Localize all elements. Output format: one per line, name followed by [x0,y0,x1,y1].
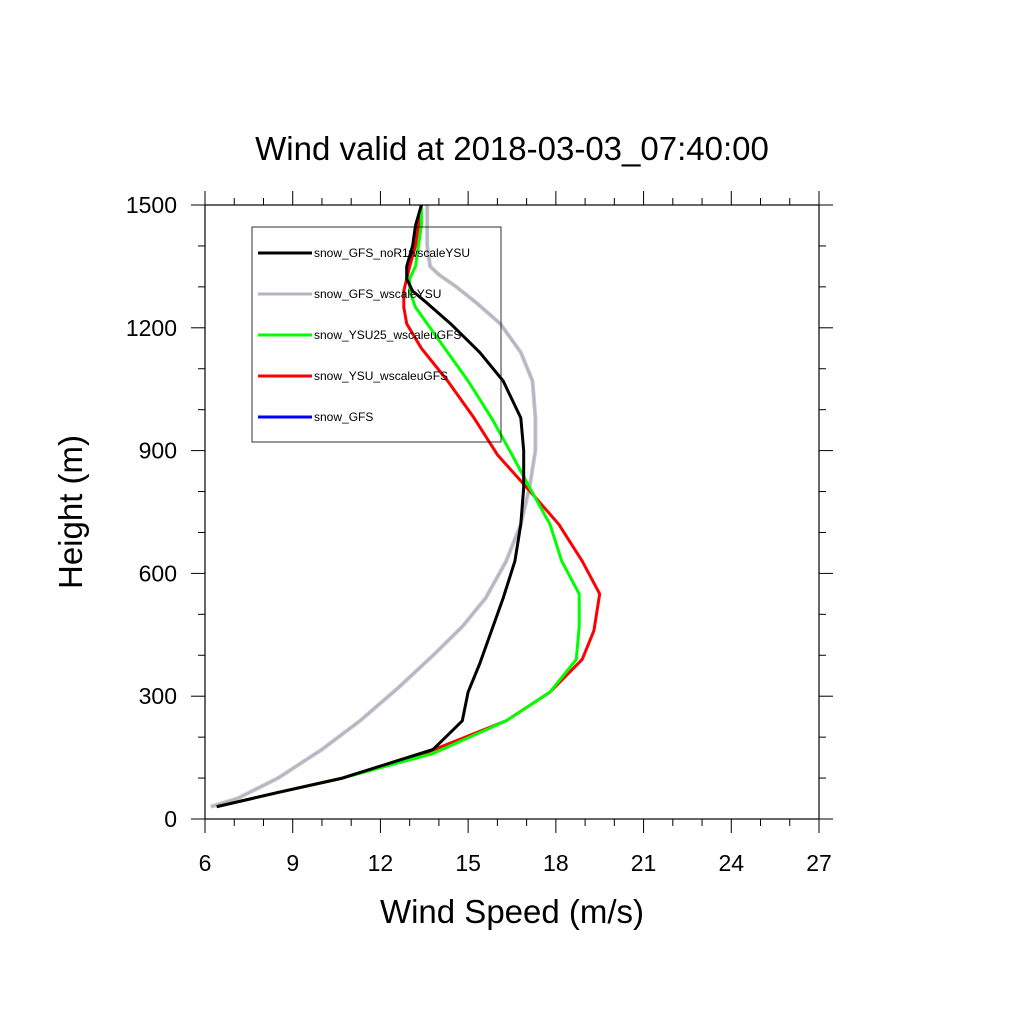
x-tick-label: 27 [806,850,832,876]
series-line [210,205,537,808]
x-tick-label: 24 [718,850,744,876]
y-tick-label: 300 [139,683,177,709]
y-tick-label: 1500 [126,192,177,218]
legend-entry-label: snow_GFS_noR1wscaleYSU [314,246,470,260]
legend-entry-label: snow_YSU25_wscaleuGFS [314,328,461,342]
x-tick-label: 6 [199,850,212,876]
y-tick-label: 0 [164,806,177,832]
y-tick-label: 600 [139,560,177,586]
series-line [216,205,581,809]
chart-title: Wind valid at 2018-03-03_07:40:00 [255,130,769,167]
axis-tick-labels: 6 9 12 15 18 21 24 27 0 300 600 900 1200 1500 [126,192,832,876]
x-tick-label: 9 [286,850,299,876]
legend-entry-label: snow_GFS [314,410,373,424]
legend: snow_GFS_noR1wscaleYSU snow_GFS_wscaleYSU… [251,226,502,443]
legend-items: snow_GFS_noR1wscaleYSU snow_GFS_wscaleYSU… [258,246,470,424]
y-axis-label: Height (m) [52,435,89,589]
legend-entry-label: snow_GFS_wscaleYSU [314,287,441,301]
legend-entry-label: snow_YSU_wscaleuGFS [314,369,448,383]
y-tick-label: 900 [139,438,177,464]
legend-box [251,226,502,443]
y-tick-label: 1200 [126,315,177,341]
x-tick-label: 12 [368,850,394,876]
axis-ticks [191,191,833,833]
series-line [216,204,526,809]
x-tick-label: 15 [455,850,481,876]
plot-frame [204,204,820,820]
x-tick-label: 21 [631,850,657,876]
x-tick-label: 18 [543,850,569,876]
plot-lines [210,204,602,809]
x-axis-label: Wind Speed (m/s) [380,893,644,930]
